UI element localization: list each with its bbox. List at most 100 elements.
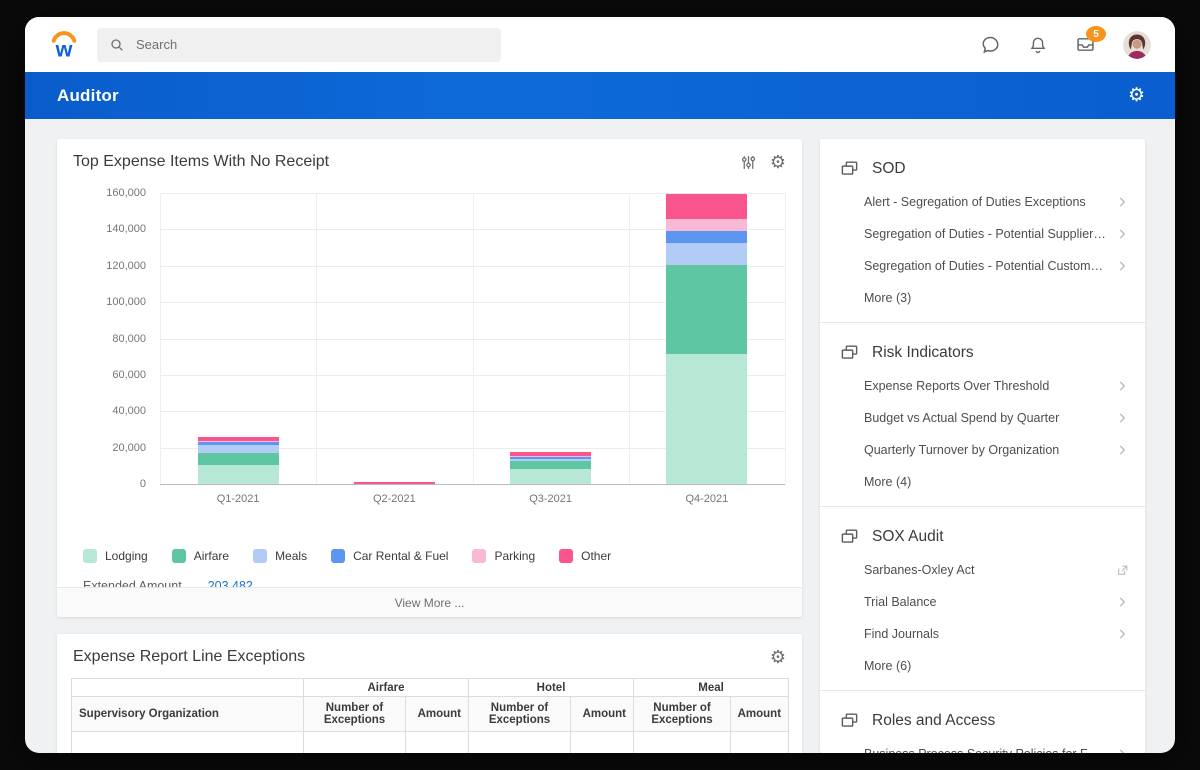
y-axis-tick-label: 100,000 — [106, 296, 146, 309]
page-title: Auditor — [57, 85, 119, 105]
bar-segment-parking-q3-2021[interactable] — [510, 456, 592, 458]
table-column-header[interactable]: Amount — [404, 696, 470, 732]
sidebar-item-find-journals[interactable]: Find Journals — [820, 618, 1145, 650]
sidebar-more-link-risk-indicators[interactable]: More (4) — [864, 475, 912, 489]
sidebar-item-label: Quarterly Turnover by Organization — [864, 443, 1060, 457]
search-field[interactable] — [134, 36, 489, 53]
sidebar-section-header-risk-indicators: Risk Indicators — [820, 335, 1145, 370]
sidebar-more-link-sox-audit[interactable]: More (6) — [864, 659, 912, 673]
sidebar-section-header-roles-and-access: Roles and Access — [820, 703, 1145, 738]
view-more-button[interactable]: View More ... — [57, 587, 802, 617]
sidebar-section-sox-audit: SOX Audit Sarbanes-Oxley Act Trial Balance… — [820, 507, 1145, 691]
y-axis-tick-label: 80,000 — [112, 332, 146, 345]
legend-label: Car Rental & Fuel — [353, 549, 449, 563]
bar-segment-other-q4-2021[interactable] — [666, 194, 748, 219]
table-column-header[interactable]: Number of Exceptions — [303, 696, 406, 732]
legend-item[interactable]: Other — [559, 549, 611, 563]
sidebar-item-label: Expense Reports Over Threshold — [864, 379, 1050, 393]
external-link-icon — [1116, 564, 1129, 577]
bar-segment-car-rental-fuel-q3-2021[interactable] — [510, 457, 592, 460]
sidebar-item-quarterly-turnover-by-organization[interactable]: Quarterly Turnover by Organization — [820, 434, 1145, 466]
bar-segment-lodging-q4-2021[interactable] — [666, 353, 748, 484]
legend-label: Meals — [275, 549, 308, 563]
bar-segment-meals-q4-2021[interactable] — [666, 242, 748, 265]
sidebar-item-label: Segregation of Duties - Potential Suppli… — [864, 227, 1115, 241]
table-column-header[interactable]: Number of Exceptions — [633, 696, 732, 732]
sidebar-item-label: Trial Balance — [864, 595, 937, 609]
table-cell — [404, 731, 470, 753]
y-axis-tick-label: 120,000 — [106, 259, 146, 272]
bar-segment-airfare-q1-2021[interactable] — [197, 453, 279, 465]
bar-segment-airfare-q3-2021[interactable] — [510, 461, 592, 470]
legend-swatch — [331, 549, 346, 563]
chevron-right-icon — [1115, 443, 1129, 457]
sidebar-section-roles-and-access: Roles and Access Business Process Securit… — [820, 691, 1145, 753]
topbar-actions: 5 — [980, 26, 1151, 59]
bar-segment-parking-q1-2021[interactable] — [197, 440, 279, 442]
sidebar-item-business-process-security-policies-for-f[interactable]: Business Process Security Policies for F… — [820, 738, 1145, 753]
legend-item[interactable]: Meals — [253, 549, 307, 563]
bar-segment-other-q2-2021[interactable] — [353, 482, 435, 484]
table-cell — [468, 731, 572, 753]
sidebar-item-expense-reports-over-threshold[interactable]: Expense Reports Over Threshold — [820, 370, 1145, 402]
table-group-header: Airfare — [302, 678, 470, 697]
avatar[interactable] — [1123, 30, 1151, 59]
chart-card-header: Top Expense Items With No Receipt ⚙ — [57, 139, 802, 179]
legend-item[interactable]: Car Rental & Fuel — [331, 549, 448, 563]
x-axis-tick-label: Q3-2021 — [529, 493, 573, 505]
table-settings-gear-icon[interactable]: ⚙ — [769, 647, 786, 667]
legend-label: Lodging — [105, 549, 148, 563]
bar-segment-meals-q3-2021[interactable] — [510, 459, 592, 462]
bar-segment-parking-q4-2021[interactable] — [666, 218, 748, 231]
sidebar-item-budget-vs-actual-spend-by-quarter[interactable]: Budget vs Actual Spend by Quarter — [820, 402, 1145, 434]
stacked-windows-icon — [840, 159, 859, 178]
bar-segment-airfare-q4-2021[interactable] — [666, 264, 748, 354]
sidebar-item-sarbanes-oxley-act[interactable]: Sarbanes-Oxley Act — [820, 554, 1145, 586]
legend-item[interactable]: Lodging — [83, 549, 148, 563]
legend-item[interactable]: Airfare — [171, 549, 230, 563]
notifications-bell-icon[interactable] — [1028, 35, 1048, 55]
bar-segment-car-rental-fuel-q4-2021[interactable] — [666, 231, 748, 243]
table-column-header[interactable]: Amount — [570, 696, 635, 732]
bar-segment-lodging-q3-2021[interactable] — [510, 469, 592, 484]
table-card: Expense Report Line Exceptions ⚙ Airfare… — [57, 634, 802, 753]
search-input[interactable] — [97, 27, 501, 62]
bar-segment-other-q1-2021[interactable] — [197, 437, 279, 441]
y-axis-tick-label: 160,000 — [106, 187, 146, 199]
sidebar-section-title: Risk Indicators — [872, 343, 974, 361]
x-axis-tick-label: Q2-2021 — [372, 493, 416, 505]
sidebar-item-segregation-of-duties-potential-supplier[interactable]: Segregation of Duties - Potential Suppli… — [820, 218, 1145, 250]
table-column-header[interactable]: Amount — [730, 696, 790, 732]
legend-label: Airfare — [193, 549, 230, 563]
inbox-icon[interactable]: 5 — [1075, 26, 1106, 55]
table-column-header[interactable]: Supervisory Organization — [71, 696, 304, 732]
bar-segment-car-rental-fuel-q1-2021[interactable] — [197, 441, 279, 445]
vertical-gridline — [628, 193, 630, 484]
stacked-windows-icon — [840, 711, 859, 730]
bar-segment-other-q3-2021[interactable] — [510, 452, 592, 457]
chevron-right-icon — [1115, 195, 1129, 209]
bar-segment-lodging-q1-2021[interactable] — [197, 464, 279, 484]
filter-sliders-icon[interactable] — [740, 154, 757, 171]
sidebar-item-trial-balance[interactable]: Trial Balance — [820, 586, 1145, 618]
bar-segment-meals-q1-2021[interactable] — [197, 444, 279, 454]
legend-item[interactable]: Parking — [472, 549, 535, 563]
dashboard-settings-gear-icon[interactable]: ⚙ — [1127, 85, 1145, 106]
chevron-right-icon — [1115, 379, 1129, 393]
chart-settings-gear-icon[interactable]: ⚙ — [769, 152, 786, 172]
app-window: w — [25, 17, 1175, 753]
chat-icon[interactable] — [980, 34, 1001, 55]
vertical-gridline — [316, 193, 318, 484]
chevron-right-icon — [1115, 411, 1129, 425]
sidebar-item-segregation-of-duties-potential-customer[interactable]: Segregation of Duties - Potential Custom… — [820, 250, 1145, 282]
y-axis-tick-label: 60,000 — [112, 368, 146, 381]
sidebar-item-label: Segregation of Duties - Potential Custom… — [864, 259, 1115, 273]
sidebar-item-alert-segregation-of-duties-exceptions[interactable]: Alert - Segregation of Duties Exceptions — [820, 186, 1145, 218]
vertical-gridline — [785, 193, 786, 484]
table-column-header[interactable]: Number of Exceptions — [468, 696, 572, 732]
sidebar-more-link-sod[interactable]: More (3) — [864, 291, 912, 305]
sidebar-item-label: Sarbanes-Oxley Act — [864, 563, 975, 577]
stacked-bar-chart: 0 20,000 40,000 60,000 80,000 100,000 120,000 1… — [57, 179, 802, 541]
app-header: Auditor ⚙ — [25, 72, 1175, 119]
workday-logo-icon[interactable]: w — [47, 30, 81, 60]
